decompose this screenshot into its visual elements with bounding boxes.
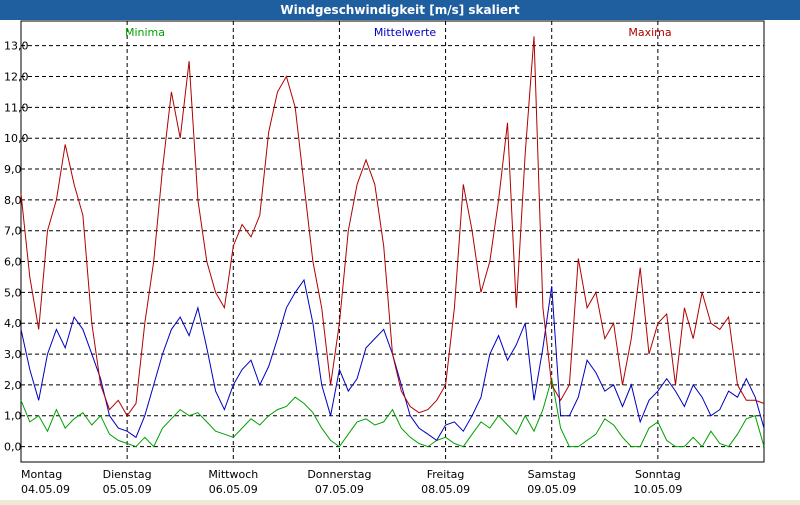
y-tick-label: 2,0 [4,379,22,392]
x-tick-date: 05.05.09 [103,483,152,496]
x-tick-date: 04.05.09 [21,483,70,496]
y-tick-label: 10,0 [4,132,29,145]
x-tick-date: 06.05.09 [209,483,258,496]
x-tick-labels: Montag 04.05.09 Dienstag 05.05.09 Mittwoch 06… [21,468,682,496]
x-tick-day: Mittwoch [208,468,258,481]
x-tick-date: 08.05.09 [421,483,470,496]
x-gridlines [126,21,659,462]
x-tick-day: Donnerstag [307,468,371,481]
y-tick-label: 12,0 [4,71,29,84]
y-tick-label: 9,0 [4,163,22,176]
y-tick-label: 0,0 [4,441,22,454]
series-line [20,36,765,417]
x-tick-date: 10.05.09 [633,483,682,496]
legend: Minima Mittelwerte Maxima [125,26,672,39]
legend-entry: Mittelwerte [374,26,437,39]
plot-area: 0,0 1,0 2,0 3,0 4,0 5,0 6,0 7,0 8,0 9,0 10,0 11,0 12… [0,20,800,500]
y-tick-label: 5,0 [4,286,22,299]
x-tick-day: Freitag [427,468,465,481]
y-tick-label: 3,0 [4,348,22,361]
y-tick-label: 4,0 [4,317,22,330]
y-tick-label: 8,0 [4,194,22,207]
series-line [20,378,765,448]
y-tick-label: 13,0 [4,40,29,53]
x-tick-day: Dienstag [103,468,152,481]
y-tick-label: 1,0 [4,410,22,423]
legend-entry: Maxima [628,26,671,39]
y-tick-label: 11,0 [4,101,29,114]
plot-frame [20,20,765,463]
y-tick-label: 7,0 [4,225,22,238]
y-tick-labels: 0,0 1,0 2,0 3,0 4,0 5,0 6,0 7,0 8,0 9,0 10,0 11,0 12… [4,40,29,454]
window-title: Windgeschwindigkeit [m/s] skaliert [0,0,800,20]
x-tick-day: Samstag [528,468,576,481]
y-tick-label: 6,0 [4,256,22,269]
series-lines [20,36,765,448]
x-tick-day: Sonntag [635,468,681,481]
x-tick-date: 07.05.09 [315,483,364,496]
wind-speed-chart: 0,0 1,0 2,0 3,0 4,0 5,0 6,0 7,0 8,0 9,0 10,0 11,0 12… [4,20,765,496]
x-tick-day: Montag [21,468,62,481]
legend-entry: Minima [125,26,165,39]
x-tick-date: 09.05.09 [527,483,576,496]
